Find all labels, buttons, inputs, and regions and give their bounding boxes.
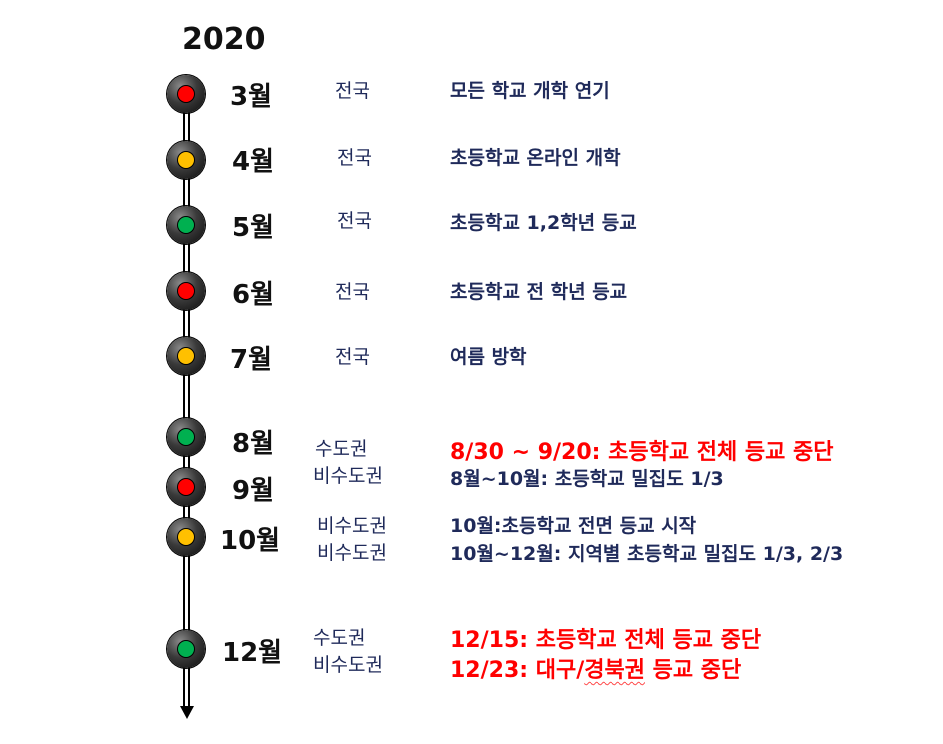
region-label: 수도권 bbox=[315, 438, 368, 460]
year-title: 2020 bbox=[182, 22, 266, 57]
event-description-highlight: 12/23: 대구/경북권 등교 중단 bbox=[450, 652, 741, 684]
month-label-october: 10월 bbox=[220, 526, 281, 556]
status-light-red-icon bbox=[167, 75, 205, 113]
month-label-august: 8월 bbox=[232, 429, 275, 459]
event-description: 초등학교 전 학년 등교 bbox=[450, 281, 628, 303]
event-description: 초등학교 온라인 개학 bbox=[450, 147, 621, 169]
region-label: 전국 bbox=[337, 147, 372, 169]
region-label: 전국 bbox=[335, 80, 370, 102]
event-description: 10월~12월: 지역별 초등학교 밀집도 1/3, 2/3 bbox=[450, 543, 844, 565]
event-description-suffix: 등교 중단 bbox=[644, 658, 742, 683]
region-label: 전국 bbox=[335, 281, 370, 303]
status-light-yellow-icon bbox=[167, 337, 205, 375]
event-description: 여름 방학 bbox=[450, 346, 527, 368]
status-light-green-icon bbox=[167, 206, 205, 244]
region-label: 비수도권 bbox=[313, 654, 383, 676]
region-label: 비수도권 bbox=[317, 542, 387, 564]
region-label: 비수도권 bbox=[317, 515, 387, 537]
region-label: 비수도권 bbox=[313, 465, 383, 487]
timeline-axis bbox=[183, 95, 190, 707]
month-label-april: 4월 bbox=[232, 147, 275, 177]
month-label-december: 12월 bbox=[222, 638, 283, 668]
status-light-yellow-icon bbox=[167, 141, 205, 179]
status-light-red-icon bbox=[167, 272, 205, 310]
month-label-june: 6월 bbox=[232, 280, 275, 310]
event-description: 8월~10월: 초등학교 밀집도 1/3 bbox=[450, 468, 724, 490]
month-label-july: 7월 bbox=[230, 345, 273, 375]
status-light-green-icon bbox=[167, 630, 205, 668]
down-arrow-icon bbox=[180, 706, 194, 719]
region-label: 전국 bbox=[335, 346, 370, 368]
region-label: 전국 bbox=[337, 210, 372, 232]
month-label-march: 3월 bbox=[230, 82, 273, 112]
status-light-yellow-icon bbox=[167, 518, 205, 556]
event-description: 모든 학교 개학 연기 bbox=[450, 80, 610, 102]
event-description: 초등학교 1,2학년 등교 bbox=[450, 212, 637, 234]
status-light-red-icon bbox=[167, 468, 205, 506]
month-label-may: 5월 bbox=[232, 213, 275, 243]
status-light-green-icon bbox=[167, 418, 205, 456]
event-description: 10월:초등학교 전면 등교 시작 bbox=[450, 515, 697, 537]
spellcheck-underlined-text: 경북권 bbox=[584, 658, 645, 683]
event-description-highlight: 8/30 ~ 9/20: 초등학교 전체 등교 중단 bbox=[450, 440, 834, 465]
region-label: 수도권 bbox=[313, 627, 366, 649]
event-description-prefix: 12/23: 대구/ bbox=[450, 658, 585, 683]
month-label-september: 9월 bbox=[232, 476, 275, 506]
event-description-highlight: 12/15: 초등학교 전체 등교 중단 bbox=[450, 628, 762, 653]
